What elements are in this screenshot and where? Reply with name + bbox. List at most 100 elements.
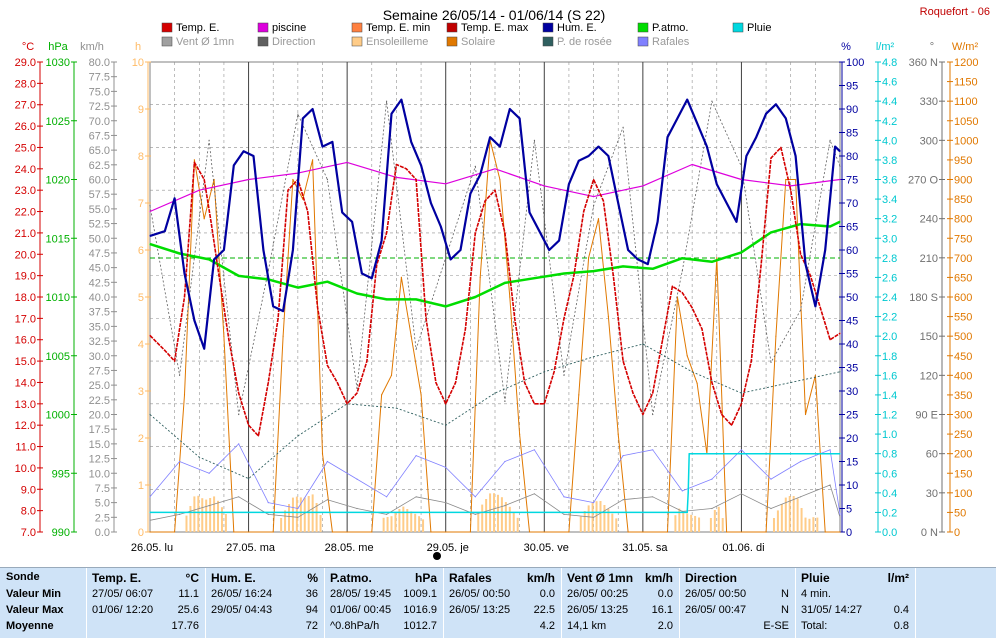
data-point [267,502,269,504]
data-point [223,249,225,251]
sunshine-bar [288,504,290,532]
data-point [770,231,772,233]
sunshine-bar [603,505,606,532]
sunshine-bar [780,504,783,532]
data-point [696,382,698,384]
data-point [356,478,358,480]
rain-tick-label: 1.6 [882,370,897,382]
stats-column-unit: km/h [644,571,673,585]
legend-swatch [351,36,363,47]
data-point [395,163,397,166]
wind-tick-label: 52.5 [89,219,110,231]
data-point [425,317,427,319]
data-point [568,183,570,185]
hum-tick-label: 35 [846,363,858,375]
data-point [711,261,713,263]
station-name: Roquefort - 06 [920,6,990,18]
data-point [395,176,397,178]
data-point [839,371,841,373]
stats-cell-value: 94 [305,604,318,616]
wind-tick-label: 72.5 [89,101,110,113]
data-point [479,276,481,278]
data-point [223,335,225,337]
data-point [474,165,476,167]
dir-tick-label: 120 [920,370,938,382]
sunshine-bar [398,509,401,532]
data-point [622,126,624,128]
data-point [593,356,595,358]
data-point [149,243,151,245]
chart-title: Semaine 26/05/14 - 01/06/14 (S 22) [383,7,606,23]
temp-tick-label: 29.0 [15,57,36,69]
data-point [524,381,526,384]
data-point [563,317,565,319]
data-point [257,435,259,437]
rain-tick-label: 0.0 [882,527,897,539]
hum-tick-label: 15 [846,457,858,469]
data-point [356,387,358,389]
data-point [228,339,230,341]
sunshine-bar [485,499,488,532]
wind-tick-label: 45.0 [89,263,110,275]
sunshine-bar [682,511,685,532]
data-point [390,374,393,376]
data-point [262,249,264,251]
dir-tick-label: 210 [920,253,938,265]
data-point [149,205,151,207]
data-point [484,200,486,202]
x-day-label: 26.05. lu [131,542,173,554]
solar-tick-label: 200 [954,449,972,461]
stats-column: P.atmo. hPa 28/05/ 19:45 1009.1 01/06/ 00:45… [324,568,444,638]
sunshine-bar [307,496,310,532]
sunshine-bar [295,496,298,532]
press-tick-label: 1030 [46,57,70,69]
data-point [435,381,437,384]
hum-tick-label: 100 [846,57,864,69]
wind-tick-label: 40.0 [89,292,110,304]
temp-tick-label: 13.0 [15,399,36,411]
wind-tick-label: 32.5 [89,336,110,348]
sunshine-bar [406,509,409,532]
data-point [243,150,245,152]
data-point [652,392,654,394]
data-point [740,178,743,181]
data-point [509,296,511,298]
stats-cell-value: 0.0 [539,588,555,600]
legend-label: Ensoleilleme [366,36,428,48]
data-point [415,496,417,498]
sun-tick-label: 5 [138,292,144,304]
solar-tick-label: 1100 [954,96,978,108]
data-point [691,371,693,373]
data-point [652,413,654,416]
hum-tick-label: 0 [846,527,852,539]
data-point [839,516,841,518]
press-tick-label: 995 [52,468,70,480]
data-point [455,381,457,384]
stats-cell-value: 1016.9 [403,604,437,616]
legend-label: piscine [272,22,306,34]
stats-cell-value: 36 [305,588,318,600]
stats-cell-value: 11.1 [178,588,199,600]
data-point [386,232,388,234]
data-point [430,202,432,204]
sunshine-bar [319,515,322,532]
sunshine-bar [422,519,425,532]
dir-tick-label: 30 [926,488,938,500]
data-point [504,460,506,463]
data-point [770,361,772,363]
data-point [583,210,585,213]
data-point [622,265,624,267]
data-point [326,499,328,501]
data-point [346,531,348,533]
sunshine-bar [418,516,421,532]
data-point [494,189,496,191]
sunshine-bar [209,498,212,532]
data-point [336,381,338,384]
wind-tick-label: 25.0 [89,380,110,392]
rain-tick-label: 2.4 [882,292,897,304]
data-point [607,316,610,318]
axis-unit-label: h [135,41,141,53]
data-point [568,531,570,533]
press-tick-label: 990 [52,527,70,539]
sun-tick-label: 4 [138,339,144,351]
